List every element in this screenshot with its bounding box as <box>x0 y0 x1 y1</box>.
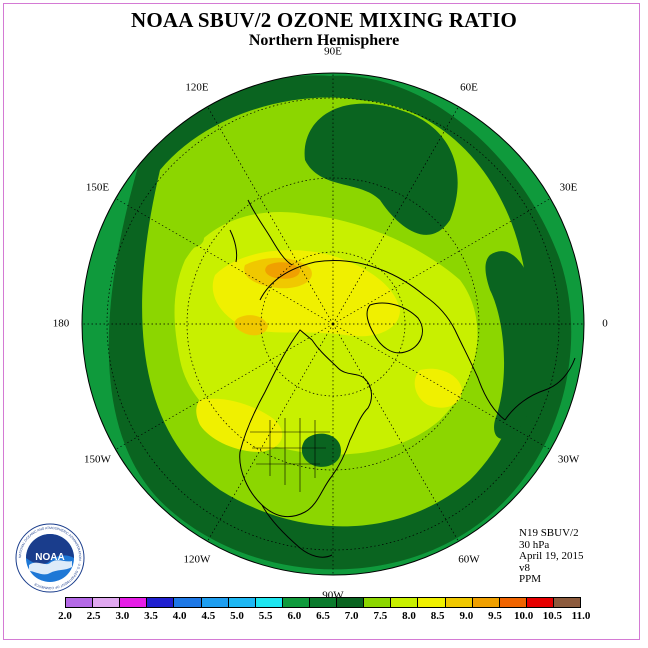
color-scale-tick: 4.0 <box>172 610 187 622</box>
meta-level: 30 hPa <box>519 538 550 551</box>
noaa-logo-text: NOAA <box>35 552 64 563</box>
color-scale-tick: 8.0 <box>402 610 416 622</box>
color-swatch <box>309 598 338 607</box>
greenland-coast <box>366 302 423 354</box>
meridian-line <box>332 323 459 542</box>
color-scale-tick: 10.5 <box>542 610 562 622</box>
color-swatch <box>147 598 175 607</box>
us-state-grid <box>250 418 330 492</box>
island-7-5-a <box>176 228 204 248</box>
ozone-field <box>82 73 584 575</box>
image-frame <box>3 3 640 640</box>
metadata-block: N19 SBUV/2 30 hPa April 19, 2015 v8 PPM <box>519 527 584 586</box>
color-swatch <box>66 598 94 607</box>
color-swatch <box>282 598 310 607</box>
color-scale-labels: 2.0 2.5 3.0 3.5 4.0 4.5 5.0 5.5 6.0 6.5 7.0 7.5 8.0 8… <box>0 610 648 624</box>
color-swatch <box>418 598 446 607</box>
color-swatch <box>255 598 283 607</box>
meridian-line <box>332 106 459 325</box>
color-scale-tick: 2.5 <box>86 610 101 622</box>
color-scale-tick: 6.0 <box>287 610 302 622</box>
color-scale-tick: 3.5 <box>144 610 158 622</box>
color-scale-tick: 3.0 <box>115 610 130 622</box>
color-swatch <box>201 598 229 607</box>
longitude-label: 60E <box>460 81 478 94</box>
color-scale-tick: 9.5 <box>488 610 502 622</box>
band-9-5-max <box>265 262 300 279</box>
meridian-line <box>207 323 334 542</box>
meta-date: April 19, 2015 <box>519 550 584 562</box>
band-9-0-small <box>234 315 268 336</box>
map-boundary <box>81 72 585 576</box>
color-swatch <box>499 598 527 607</box>
color-scale-tick: 4.5 <box>201 610 216 622</box>
coastlines <box>229 199 576 558</box>
color-swatch <box>526 598 554 607</box>
band-8-5-atlantic <box>414 368 462 408</box>
color-scale-tick: 5.5 <box>258 610 273 622</box>
color-scale-tick: 7.5 <box>373 610 388 622</box>
meridian-line <box>332 323 551 450</box>
graticule <box>82 73 584 575</box>
longitude-label: 0 <box>602 317 608 330</box>
color-scale-bar <box>65 597 581 608</box>
central-america-coast <box>261 504 333 558</box>
color-swatch <box>174 598 202 607</box>
color-swatch <box>337 598 365 607</box>
color-scale-tick: 11.0 <box>571 610 591 622</box>
color-swatch <box>553 598 581 607</box>
longitude-label: 150W <box>83 453 111 466</box>
band-east-dark <box>485 251 541 439</box>
north-america-coast <box>239 329 372 518</box>
meridian-line <box>332 198 551 325</box>
japan-coast <box>229 229 238 263</box>
color-swatch <box>228 598 256 607</box>
color-scale-tick: 6.5 <box>316 610 330 622</box>
longitude-label: 120W <box>183 553 211 566</box>
meta-version: v8 <box>519 561 530 574</box>
color-swatch <box>364 598 392 607</box>
longitude-label: 180 <box>52 317 70 330</box>
color-swatch <box>93 598 121 607</box>
color-scale-tick: 7.0 <box>344 610 359 622</box>
longitude-label: 120E <box>185 81 209 94</box>
meta-satellite: N19 SBUV/2 <box>519 527 579 539</box>
longitude-label: 90E <box>324 45 342 58</box>
color-swatch <box>472 598 500 607</box>
color-scale-tick: 10.0 <box>514 610 534 622</box>
longitude-label: 90W <box>322 589 344 602</box>
longitude-label: 60W <box>458 553 480 566</box>
color-swatch <box>391 598 419 607</box>
noaa-logo-graphic: NOAA NATIONAL OCEANIC AND ATMOSPHERIC AD… <box>15 523 85 593</box>
island-7-5-b <box>151 348 169 362</box>
meridian-line <box>207 106 334 325</box>
meridian-line <box>115 323 334 450</box>
color-scale-tick: 8.5 <box>430 610 445 622</box>
color-swatch <box>120 598 148 607</box>
band-8-5-pacific <box>196 398 283 452</box>
color-scale-tick: 2.0 <box>58 610 72 622</box>
meridians <box>82 73 584 575</box>
color-scale-tick: 9.0 <box>459 610 474 622</box>
longitude-label: 150E <box>85 181 110 194</box>
page-title: NOAA SBUV/2 OZONE MIXING RATIO <box>131 8 517 32</box>
band-dark-tongue <box>304 103 458 235</box>
longitude-label: 30E <box>559 181 578 194</box>
noaa-logo: NOAA NATIONAL OCEANIC AND ATMOSPHERIC AD… <box>15 523 85 593</box>
meta-unit: PPM <box>519 573 542 585</box>
meridian-line <box>115 198 334 325</box>
eurasia-coast <box>259 259 506 421</box>
page-subtitle: Northern Hemisphere <box>248 32 400 49</box>
longitude-label: 30W <box>557 453 580 466</box>
east-asia-coast <box>247 199 293 266</box>
europe-coast <box>504 357 576 421</box>
color-scale-tick: 5.0 <box>230 610 244 622</box>
color-swatch <box>445 598 473 607</box>
band-low-us <box>301 433 341 467</box>
